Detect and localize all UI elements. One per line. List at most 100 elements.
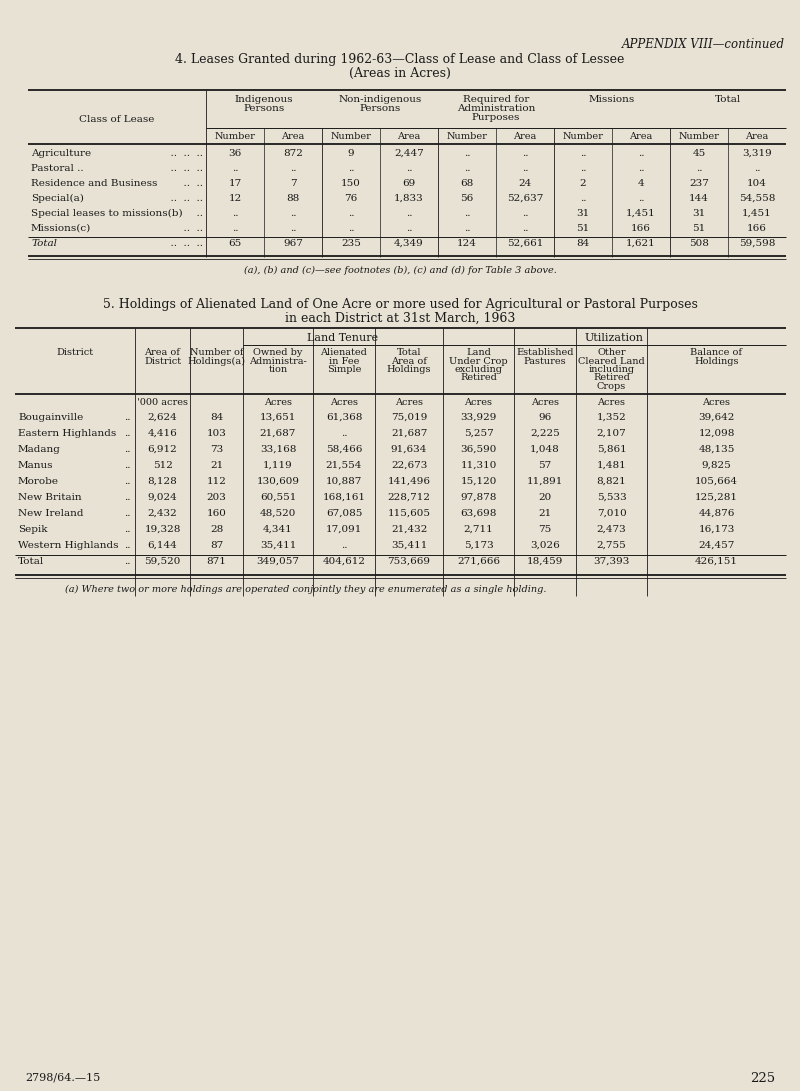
Text: 166: 166 (747, 224, 767, 233)
Text: ..: .. (580, 194, 586, 203)
Text: Number of: Number of (190, 348, 243, 357)
Text: Class of Lease: Class of Lease (79, 115, 154, 124)
Text: 4: 4 (638, 179, 644, 188)
Text: 235: 235 (341, 239, 361, 248)
Text: Manus: Manus (18, 461, 54, 470)
Text: Total: Total (715, 95, 741, 104)
Text: 2,432: 2,432 (148, 509, 178, 518)
Text: 5,533: 5,533 (597, 493, 626, 502)
Text: ..  ..: .. .. (177, 224, 203, 233)
Text: 2,711: 2,711 (464, 525, 494, 533)
Text: Purposes: Purposes (472, 113, 520, 122)
Text: 1,119: 1,119 (263, 461, 293, 470)
Text: tion: tion (269, 365, 287, 374)
Text: 21,554: 21,554 (326, 461, 362, 470)
Text: District: District (144, 357, 181, 365)
Text: ..: .. (406, 224, 412, 233)
Text: 404,612: 404,612 (322, 558, 366, 566)
Text: 31: 31 (692, 209, 706, 218)
Text: Under Crop: Under Crop (449, 357, 508, 365)
Text: ..  ..  ..: .. .. .. (164, 164, 203, 173)
Text: 5,861: 5,861 (597, 445, 626, 454)
Text: 9: 9 (348, 149, 354, 158)
Text: 57: 57 (538, 461, 552, 470)
Text: 104: 104 (747, 179, 767, 188)
Text: ..: .. (522, 164, 528, 173)
Text: Established: Established (516, 348, 574, 357)
Text: ..: .. (290, 224, 296, 233)
Text: 508: 508 (689, 239, 709, 248)
Text: ..: .. (290, 209, 296, 218)
Text: Number: Number (214, 132, 255, 141)
Text: 67,085: 67,085 (326, 509, 362, 518)
Text: 33,168: 33,168 (260, 445, 296, 454)
Text: 76: 76 (344, 194, 358, 203)
Text: Holdings: Holdings (694, 357, 738, 365)
Text: 2: 2 (580, 179, 586, 188)
Text: ..: .. (464, 164, 470, 173)
Text: Acres: Acres (395, 398, 423, 407)
Text: 44,876: 44,876 (698, 509, 734, 518)
Text: ..: .. (638, 164, 644, 173)
Text: 75: 75 (538, 525, 552, 533)
Text: 160: 160 (206, 509, 226, 518)
Text: 48,135: 48,135 (698, 445, 734, 454)
Text: Other: Other (598, 348, 626, 357)
Text: Madang: Madang (18, 445, 61, 454)
Text: 18,459: 18,459 (527, 558, 563, 566)
Text: 9,825: 9,825 (702, 461, 731, 470)
Text: Retired: Retired (593, 373, 630, 383)
Text: excluding: excluding (454, 365, 502, 374)
Text: 426,151: 426,151 (695, 558, 738, 566)
Text: ..  ..  ..: .. .. .. (164, 194, 203, 203)
Text: Holdings(a): Holdings(a) (187, 357, 246, 365)
Text: 28: 28 (210, 525, 223, 533)
Text: 6,144: 6,144 (148, 541, 178, 550)
Text: ..: .. (348, 164, 354, 173)
Text: ..: .. (638, 194, 644, 203)
Text: Missions(c): Missions(c) (31, 224, 91, 233)
Text: 31: 31 (576, 209, 590, 218)
Text: Utilization: Utilization (585, 333, 644, 343)
Text: ..: .. (754, 164, 760, 173)
Text: Pastoral ..: Pastoral .. (31, 164, 84, 173)
Text: ..  ..  ..: .. .. .. (164, 239, 203, 248)
Text: Retired: Retired (460, 373, 497, 383)
Text: Area: Area (514, 132, 537, 141)
Text: 60,551: 60,551 (260, 493, 296, 502)
Text: 1,481: 1,481 (597, 461, 626, 470)
Text: Pastures: Pastures (524, 357, 566, 365)
Text: Area: Area (630, 132, 653, 141)
Text: 2,624: 2,624 (148, 413, 178, 422)
Text: 1,833: 1,833 (394, 194, 424, 203)
Text: 5,257: 5,257 (464, 429, 494, 437)
Text: 1,352: 1,352 (597, 413, 626, 422)
Text: 35,411: 35,411 (260, 541, 296, 550)
Text: Number: Number (678, 132, 719, 141)
Text: 12: 12 (228, 194, 242, 203)
Text: 52,637: 52,637 (507, 194, 543, 203)
Text: 1,621: 1,621 (626, 239, 656, 248)
Text: 52,661: 52,661 (507, 239, 543, 248)
Text: New Britain: New Britain (18, 493, 82, 502)
Text: Area: Area (282, 132, 305, 141)
Text: 7,010: 7,010 (597, 509, 626, 518)
Text: 65: 65 (228, 239, 242, 248)
Text: ..: .. (696, 164, 702, 173)
Text: 967: 967 (283, 239, 303, 248)
Text: 68: 68 (460, 179, 474, 188)
Text: 21,687: 21,687 (260, 429, 296, 437)
Text: ..: .. (638, 149, 644, 158)
Text: Acres: Acres (702, 398, 730, 407)
Text: 21: 21 (538, 509, 552, 518)
Text: 61,368: 61,368 (326, 413, 362, 422)
Text: ..: .. (406, 164, 412, 173)
Text: 103: 103 (206, 429, 226, 437)
Text: in each District at 31st March, 1963: in each District at 31st March, 1963 (285, 312, 515, 325)
Text: including: including (589, 365, 634, 374)
Text: 17,091: 17,091 (326, 525, 362, 533)
Text: 69: 69 (402, 179, 416, 188)
Text: 124: 124 (457, 239, 477, 248)
Text: 97,878: 97,878 (460, 493, 497, 502)
Text: 4,341: 4,341 (263, 525, 293, 533)
